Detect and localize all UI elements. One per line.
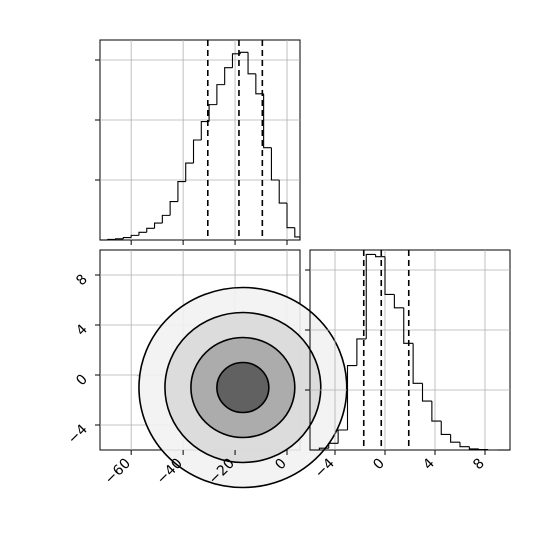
hist-x-bar-12	[192, 139, 202, 164]
hist-y-xtick-label-1: 0	[370, 456, 388, 474]
hist-y-bar-1	[318, 447, 329, 450]
hist-x-bar-17	[231, 53, 241, 68]
scatter-contour-line-0	[138, 286, 348, 489]
hist-x-bar-7	[153, 222, 163, 229]
scatter-yticks: −4 0 4 8	[65, 272, 100, 447]
scatter-contour-fill-3	[216, 362, 269, 413]
hist-y-bar-6	[365, 253, 376, 339]
hist-y-xtick-label-2: 4	[420, 455, 438, 473]
hist-x-bar-11	[185, 162, 194, 182]
hist-x-bar-8	[161, 214, 171, 224]
hist-x-bar-5	[138, 231, 147, 236]
hist-x-bar-19	[247, 52, 256, 75]
hist-x-bar-25	[294, 227, 300, 238]
hist-x-bar-20	[255, 73, 264, 95]
hist-x-bar-4	[130, 234, 139, 238]
hist-y-bar-15	[450, 434, 460, 443]
hist-y-bar-17	[468, 446, 479, 450]
hist-y-xticks: −4 0 4 8	[312, 450, 488, 481]
scatter-ytick-label-0: −4	[65, 421, 91, 447]
hist-x-bar-18	[239, 51, 249, 54]
hist-x-bar-6	[146, 227, 155, 233]
hist-x-bar-16	[224, 67, 233, 85]
hist-x-bar-2	[115, 238, 124, 240]
hist-y-bar-5	[356, 338, 367, 366]
hist-y-bar-16	[459, 442, 470, 448]
scatter-contours	[138, 286, 348, 489]
hist-y-bar-11	[412, 343, 423, 384]
hist-x-bar-13	[200, 120, 210, 140]
hist-y-bar-14	[440, 421, 451, 435]
scatter-ytick-label-3: 8	[73, 272, 91, 290]
hist-y-bar-13	[431, 401, 442, 422]
hist-x-bar-21	[263, 93, 272, 149]
hist-x-bar-23	[278, 180, 288, 204]
scatter-xtick-label-0: −60	[102, 456, 134, 488]
hist-x-bar-1	[107, 238, 116, 240]
scatter-point-97	[137, 374, 139, 377]
hist-x-bar-22	[270, 147, 280, 181]
hist-x-bars	[100, 51, 301, 241]
hist-y-bar-2	[328, 442, 339, 449]
hist-y-bar-9	[393, 294, 404, 309]
hist-y-bar-7	[375, 254, 385, 258]
hist-y-bar-18	[478, 448, 489, 451]
hist-x-quantiles	[206, 40, 264, 240]
hist-x-bar-10	[177, 180, 186, 202]
hist-x-panel	[95, 39, 301, 245]
hist-x-yticks	[95, 59, 100, 181]
hist-x-xticks	[130, 240, 288, 245]
hist-y-bar-12	[421, 383, 432, 402]
hist-y-quantiles	[362, 250, 410, 450]
hist-y-yticks	[305, 269, 310, 391]
scatter-contour-line-3	[216, 361, 270, 414]
hist-y-bars	[310, 253, 510, 451]
hist-y-bar-4	[346, 365, 357, 430]
hist-x-frame	[99, 39, 301, 241]
hist-x-bar-3	[122, 236, 132, 239]
scatter-ytick-label-2: 4	[73, 321, 91, 339]
hist-x-bar-14	[208, 104, 217, 122]
hist-x-bar-9	[169, 200, 178, 216]
scatter-contour-line-1	[164, 311, 322, 464]
hist-y-frame	[309, 249, 511, 451]
hist-y-bar-3	[337, 429, 348, 444]
hist-y-xtick-label-3: 8	[470, 456, 488, 474]
hist-y-bar-10	[403, 307, 414, 344]
hist-x-bar-15	[216, 84, 225, 105]
scatter-contour-line-2	[190, 336, 296, 439]
hist-x-bar-24	[286, 203, 295, 229]
hist-y-bar-8	[384, 256, 395, 295]
scatter-ytick-label-1: 0	[73, 372, 91, 390]
